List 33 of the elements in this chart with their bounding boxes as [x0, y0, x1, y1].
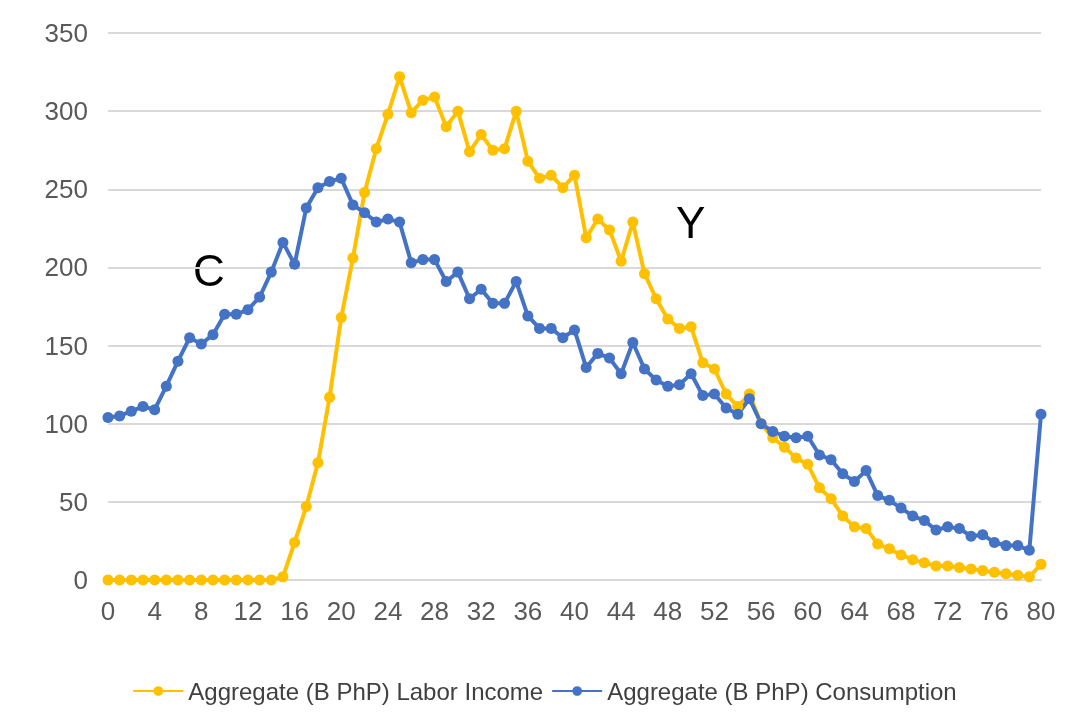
- y-tick-label: 0: [73, 565, 88, 595]
- x-tick-label: 24: [373, 596, 403, 626]
- y-tick-label: 300: [44, 96, 88, 127]
- x-tick-label: 36: [513, 596, 543, 626]
- x-tick-label: 52: [699, 596, 729, 626]
- x-tick-label: 64: [839, 596, 869, 626]
- x-tick-label: 56: [746, 596, 776, 626]
- x-tick-label: 28: [420, 596, 450, 626]
- x-tick-label: 48: [653, 596, 683, 626]
- y-tick-label: 350: [44, 18, 88, 48]
- legend-label: Aggregate (B PhP) Labor Income: [188, 677, 544, 705]
- y-tick-label: 100: [44, 408, 88, 439]
- y-tick-label: 250: [44, 174, 88, 205]
- x-tick-label: 12: [233, 596, 263, 626]
- y-tick-label: 200: [44, 252, 88, 283]
- x-tick-label: 80: [1026, 596, 1056, 626]
- x-tick-label: 20: [326, 596, 356, 626]
- x-tick-label: 44: [606, 596, 636, 626]
- annotation: C: [193, 245, 225, 295]
- x-tick-label: 16: [280, 596, 310, 626]
- annotation: Y: [676, 197, 706, 247]
- y-tick-label: 50: [59, 486, 88, 517]
- x-tick-label: 0: [100, 596, 116, 626]
- x-tick-label: 32: [466, 596, 496, 626]
- x-tick-label: 76: [979, 596, 1009, 626]
- x-tick-label: 8: [194, 596, 209, 626]
- x-tick-label: 60: [793, 596, 823, 626]
- x-tick-label: 72: [933, 596, 963, 626]
- x-tick-label: 68: [886, 596, 916, 626]
- y-tick-label: 150: [44, 330, 88, 361]
- x-tick-label: 4: [147, 596, 162, 626]
- x-tick-label: 40: [560, 596, 589, 626]
- legend-label: Aggregate (B PhP) Consumption: [607, 677, 957, 705]
